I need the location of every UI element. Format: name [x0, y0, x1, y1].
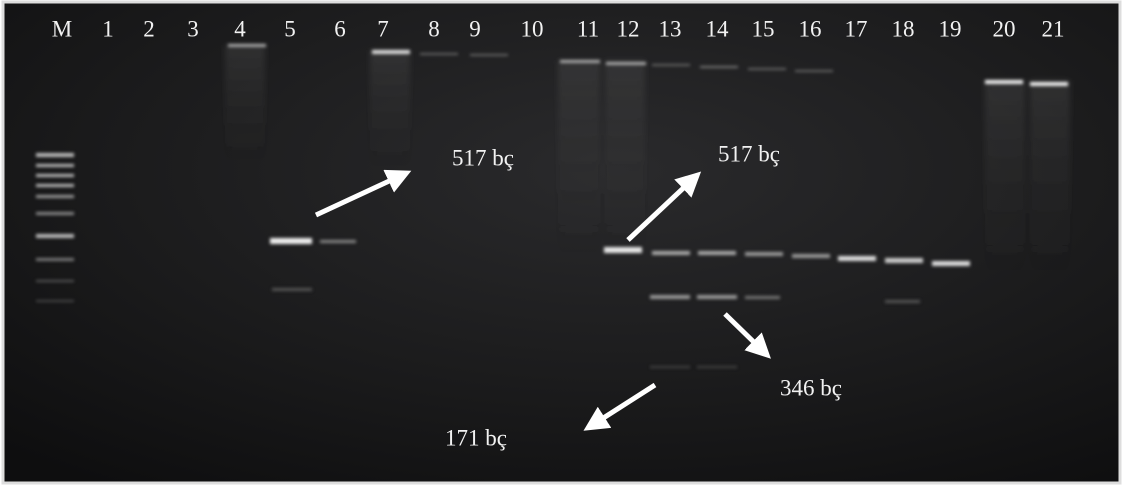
lane-label: 1 [102, 16, 114, 41]
lane-label: 15 [752, 16, 775, 41]
lane-label: 5 [284, 16, 296, 41]
lane-label: 6 [334, 16, 346, 41]
lane-label: 8 [428, 16, 440, 41]
lane-label: 20 [993, 16, 1016, 41]
lane-label: 4 [234, 16, 246, 41]
lane-label: 3 [187, 16, 199, 41]
lane-label: 12 [617, 16, 640, 41]
lane-label: 14 [706, 16, 730, 41]
lane-label: 16 [799, 16, 822, 41]
lane-label: 19 [939, 16, 962, 41]
size-annotation: 517 bç [452, 145, 514, 170]
lane-label: 9 [469, 16, 481, 41]
size-annotation: 517 bç [718, 141, 780, 166]
size-annotation: 171 bç [445, 425, 507, 450]
lane-label: 11 [577, 16, 599, 41]
size-annotation: 346 bç [780, 375, 842, 400]
lane-label: M [52, 16, 72, 41]
lane-label: 21 [1042, 16, 1065, 41]
page: {"lanes": ["M", "1", "2", "3", "4", "5",… [0, 0, 1123, 485]
lane-label: 18 [892, 16, 915, 41]
lane-label: 2 [143, 16, 155, 41]
lane-label: 7 [377, 16, 389, 41]
lane-label: 10 [521, 16, 544, 41]
lane-label: 13 [659, 16, 682, 41]
gel-image: M123456789101112131415161718192021517 bç… [0, 0, 1123, 485]
lane-label: 17 [845, 16, 868, 41]
